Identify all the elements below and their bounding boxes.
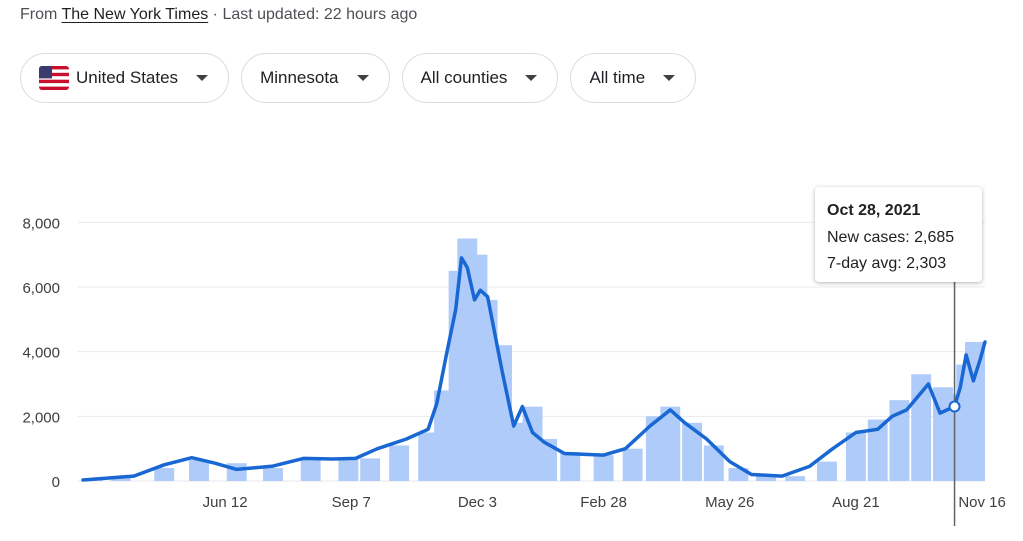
chevron-down-icon [356,75,369,81]
case-bar [300,459,321,481]
chevron-down-icon [525,75,538,81]
case-bar [703,445,724,481]
chevron-down-icon [196,75,209,81]
case-bar [785,476,805,481]
x-tick-label: May 26 [705,494,754,511]
filter-bar: United States Minnesota All counties All… [20,53,697,103]
county-filter-label: All counties [420,68,508,87]
country-filter-label: United States [76,68,179,87]
case-bar [154,468,175,481]
x-axis-labels: Jun 12 Sep 7 Dec 3 Feb 28 May 26 Aug 21 Nov 16 [203,494,1006,511]
time-range-filter-chip[interactable]: All time [570,53,697,103]
chevron-down-icon [663,75,676,81]
source-line: From The New York Times · Last updated: … [20,6,417,24]
case-bar [418,432,439,481]
y-axis-labels: 0 2,000 4,000 6,000 8,000 [22,215,60,491]
case-bar [263,468,283,481]
last-updated-text: · Last updated: 22 hours ago [212,6,418,23]
case-bar [816,461,837,481]
y-tick-label: 6,000 [22,280,60,297]
case-bar [189,459,209,481]
country-filter-chip[interactable]: United States [20,53,230,103]
x-tick-label: Feb 28 [580,494,627,511]
state-filter-chip[interactable]: Minnesota [241,53,390,103]
y-tick-label: 0 [52,474,60,491]
case-bar [560,451,581,481]
x-tick-label: Nov 16 [958,494,1006,511]
county-filter-chip[interactable]: All counties [401,53,559,103]
tooltip-date: Oct 28, 2021 [827,202,921,219]
case-bar [593,455,614,481]
case-bar [756,474,776,481]
y-tick-label: 4,000 [22,345,60,362]
case-bar [360,458,381,481]
time-range-filter-label: All time [589,68,646,87]
case-bar [965,341,985,481]
x-tick-label: Sep 7 [332,494,371,511]
x-tick-label: Jun 12 [203,494,248,511]
case-bar [660,406,681,481]
case-bar [537,438,557,481]
case-bar [622,448,643,481]
source-prefix: From [20,6,58,23]
line-series [81,256,987,482]
y-tick-label: 2,000 [22,409,60,426]
seven-day-average-line [81,256,987,482]
tooltip-new-cases: New cases: 2,685 [827,229,955,246]
y-tick-label: 8,000 [22,215,60,232]
state-filter-label: Minnesota [260,68,339,87]
x-tick-label: Aug 21 [832,494,880,511]
case-bar [867,419,888,481]
case-bar [492,345,513,481]
case-bar [338,458,359,481]
case-bar [889,400,910,481]
case-bar [682,422,703,481]
x-tick-label: Dec 3 [458,494,497,511]
chart-tooltip: Oct 28, 2021 New cases: 2,685 7-day avg:… [815,187,982,282]
case-bar [389,445,410,481]
case-bar [845,432,866,481]
us-flag-icon [39,66,69,90]
tooltip-7day-avg: 7-day avg: 2,303 [827,255,947,272]
cursor-point [948,400,961,413]
source-link[interactable]: The New York Times [61,6,209,23]
